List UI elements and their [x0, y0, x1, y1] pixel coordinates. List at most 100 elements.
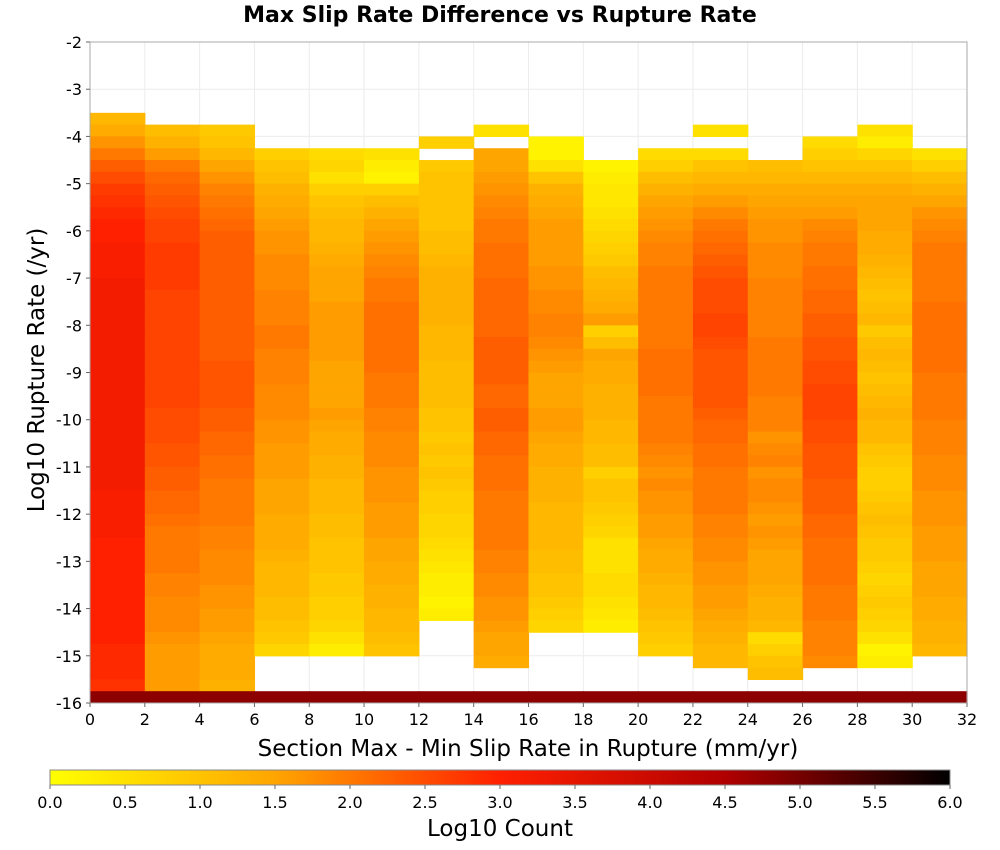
heatmap-cell [364, 230, 420, 244]
heatmap-cell [199, 372, 256, 385]
heatmap-cell [418, 242, 475, 256]
heatmap-cell [802, 289, 858, 303]
heatmap-cell [528, 443, 584, 456]
heatmap-cell [692, 301, 749, 315]
heatmap-cell [802, 348, 858, 362]
heatmap-cell [199, 348, 256, 362]
heatmap-cell [418, 230, 475, 244]
heatmap-cell [528, 384, 584, 397]
heatmap-cell [912, 337, 968, 350]
heatmap-cell [309, 183, 365, 197]
heatmap-cell [309, 466, 365, 480]
heatmap-cell [144, 537, 201, 551]
heatmap-cell [747, 219, 804, 232]
heatmap-cell [309, 514, 365, 527]
heatmap-cell [309, 443, 365, 456]
heatmap-cell [747, 431, 804, 444]
heatmap-cell [144, 207, 201, 220]
heatmap-cell [528, 230, 584, 244]
heatmap-cell [473, 478, 530, 492]
heatmap-cell [583, 171, 639, 185]
heatmap-cell [254, 360, 310, 374]
heatmap-cell [90, 348, 146, 362]
heatmap-cell [583, 384, 639, 397]
heatmap-cell [199, 561, 256, 574]
heatmap-cell [418, 301, 475, 315]
heatmap-cell [254, 372, 310, 385]
heatmap-cell [90, 667, 146, 680]
heatmap-cell [364, 325, 420, 338]
heatmap-cell [144, 254, 201, 267]
heatmap-cell [199, 254, 256, 267]
heatmap-cell [528, 691, 584, 703]
heatmap-cell [528, 537, 584, 551]
heatmap-cell [90, 112, 146, 126]
heatmap-cell [747, 525, 804, 539]
heatmap-cell [692, 478, 749, 492]
colorbar-label: Log10 Count [427, 816, 573, 842]
heatmap-cell [254, 171, 310, 185]
heatmap-cell [638, 372, 694, 385]
heatmap-cell [747, 313, 804, 326]
heatmap-cell [528, 195, 584, 208]
heatmap-cell [747, 584, 804, 598]
heatmap-cell [90, 455, 146, 468]
heatmap-cell [473, 396, 530, 409]
heatmap-cell [528, 242, 584, 256]
heatmap-cell [90, 360, 146, 374]
heatmap-cell [90, 596, 146, 610]
heatmap-cell [638, 596, 694, 610]
heatmap-cell [90, 549, 146, 562]
heatmap-cell [144, 490, 201, 503]
heatmap-cell [802, 313, 858, 326]
heatmap-cell [254, 620, 310, 633]
heatmap-cell [528, 455, 584, 468]
heatmap-cell [638, 608, 694, 621]
heatmap-cell [144, 230, 201, 244]
heatmap-cell [418, 455, 475, 468]
heatmap-cell [90, 289, 146, 303]
heatmap-cell [309, 596, 365, 610]
heatmap-cell [418, 525, 475, 539]
heatmap-cell [747, 171, 804, 185]
x-tick-label: 24 [738, 710, 758, 729]
heatmap-cell [473, 419, 530, 433]
heatmap-cell [418, 396, 475, 409]
heatmap-cell [528, 360, 584, 374]
heatmap-cell [309, 337, 365, 350]
heatmap-cell [418, 431, 475, 444]
heatmap-cell [418, 325, 475, 338]
heatmap-cell [90, 254, 146, 267]
x-tick-label: 16 [518, 710, 538, 729]
heatmap-cell [309, 478, 365, 492]
heatmap-cell [90, 431, 146, 444]
heatmap-cell [144, 573, 201, 586]
heatmap-cell [692, 407, 749, 421]
heatmap-cell [309, 573, 365, 586]
heatmap-cell [857, 466, 913, 480]
heatmap-cell [364, 348, 420, 362]
heatmap-cell [309, 431, 365, 444]
heatmap-cell [309, 525, 365, 539]
y-tick-label: -14 [56, 600, 82, 619]
heatmap-cell [912, 466, 968, 480]
heatmap-cell [364, 502, 420, 515]
heatmap-cell [199, 643, 256, 657]
heatmap-cell [418, 514, 475, 527]
chart-title: Max Slip Rate Difference vs Rupture Rate [243, 3, 757, 28]
heatmap-cell [254, 478, 310, 492]
heatmap-cell [912, 348, 968, 362]
heatmap-cell [857, 478, 913, 492]
heatmap-cell [692, 183, 749, 197]
heatmap-cell [638, 490, 694, 503]
heatmap-cell [912, 525, 968, 539]
heatmap-cell [473, 608, 530, 621]
heatmap-cell [802, 443, 858, 456]
heatmap-cell [528, 514, 584, 527]
heatmap-cell [583, 207, 639, 220]
x-tick-label: 2 [140, 710, 150, 729]
heatmap-cell [583, 325, 639, 338]
heatmap-cell [254, 289, 310, 303]
heatmap-cell [583, 313, 639, 326]
colorbar-tick-label: 4.5 [712, 793, 737, 812]
